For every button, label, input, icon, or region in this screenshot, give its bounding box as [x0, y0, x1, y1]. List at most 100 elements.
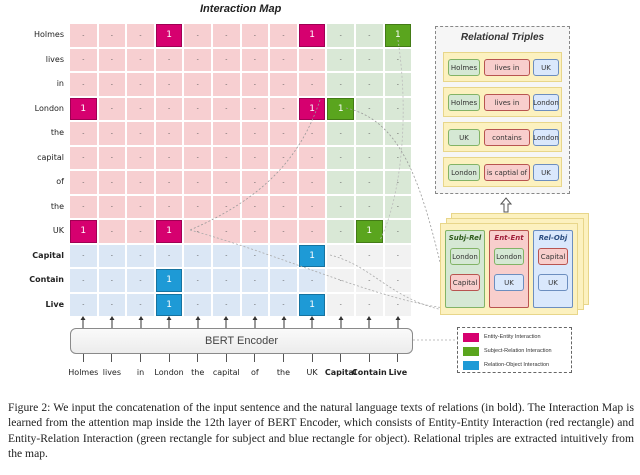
token-tick — [140, 354, 141, 362]
input-token: Capital — [324, 368, 357, 377]
input-token: London — [154, 368, 184, 377]
map-cell: - — [270, 269, 297, 292]
map-cell: - — [155, 171, 183, 194]
map-cell: - — [98, 48, 126, 71]
map-cell: - — [213, 269, 240, 292]
map-cell: - — [327, 269, 354, 292]
map-cell: - — [213, 293, 240, 316]
token-tick — [254, 354, 256, 362]
map-cell: - — [241, 171, 269, 194]
row-label: Contain — [29, 275, 64, 285]
map-cell: - — [184, 244, 211, 267]
map-cell: - — [270, 97, 297, 120]
map-cell: - — [356, 171, 383, 194]
map-cell: - — [70, 146, 97, 169]
map-cell: - — [384, 97, 412, 120]
active-cell-subject-relation: 1 — [356, 220, 383, 243]
map-cell: - — [213, 73, 240, 96]
map-cell: - — [356, 195, 383, 218]
active-cell-entity-entity: 1 — [70, 97, 97, 120]
pairs-item: London — [494, 248, 524, 265]
token-tick — [111, 354, 113, 362]
map-cell: - — [70, 244, 97, 267]
active-cell-entity-entity: 1 — [155, 220, 183, 243]
map-cell: - — [270, 244, 297, 267]
arrow-up-icon — [500, 197, 512, 213]
map-cell: - — [213, 48, 240, 71]
triple-row: Holmes lives in London — [443, 87, 562, 117]
active-cell-subject-relation: 1 — [327, 97, 354, 120]
map-cell: - — [213, 146, 240, 169]
row-label: UK — [52, 226, 64, 236]
active-cell-entity-entity: 1 — [298, 24, 326, 47]
row-label: the — [50, 128, 64, 138]
map-cell: - — [98, 146, 126, 169]
active-cell-relation-object: 1 — [155, 269, 183, 292]
active-cell-relation-object: 1 — [155, 293, 183, 316]
map-cell: - — [270, 24, 297, 47]
pairs-item: London — [450, 248, 480, 265]
token-tick — [168, 354, 170, 362]
input-token: the — [276, 368, 291, 377]
map-cell: - — [356, 122, 383, 145]
map-cell: - — [98, 244, 126, 267]
legend-label: Relation-Object Interaction — [484, 362, 550, 368]
pairs-column: Ent-Ent London UK — [489, 230, 529, 308]
map-cell: - — [98, 24, 126, 47]
map-cell: - — [155, 73, 183, 96]
map-cell: - — [356, 24, 383, 47]
legend-swatch — [463, 360, 479, 370]
map-cell: - — [270, 195, 297, 218]
map-cell: - — [213, 24, 240, 47]
triple-relation: lives in — [484, 59, 530, 76]
active-cell-relation-object: 1 — [298, 293, 326, 316]
row-label: capital — [37, 152, 64, 162]
map-cell: - — [184, 97, 211, 120]
map-cell: - — [155, 146, 183, 169]
legend-swatch — [463, 346, 479, 356]
map-cell: - — [241, 146, 269, 169]
legend-item: Entity-Entity Interaction — [463, 331, 541, 343]
map-cell: - — [98, 269, 126, 292]
map-cell: - — [127, 220, 154, 243]
map-cell: - — [213, 195, 240, 218]
triple-subject: Holmes — [448, 59, 480, 76]
map-cell: - — [98, 73, 126, 96]
row-label: of — [56, 177, 64, 187]
pairs-column-header: Ent-Ent — [494, 234, 524, 242]
map-cell: - — [241, 48, 269, 71]
map-cell: - — [184, 220, 211, 243]
map-cell: - — [155, 195, 183, 218]
token-tick — [283, 354, 284, 362]
map-cell: - — [270, 146, 297, 169]
map-cell: - — [213, 122, 240, 145]
map-cell: - — [184, 24, 211, 47]
map-cell: - — [70, 24, 97, 47]
triple-object: London — [533, 129, 559, 146]
relational-triples-title: Relational Triples — [460, 32, 545, 43]
up-arrow-icon — [223, 316, 229, 328]
map-cell: - — [184, 122, 211, 145]
map-cell: - — [70, 73, 97, 96]
pairs-column: Subj-Rel London Capital — [445, 230, 485, 308]
up-arrow-icon — [395, 316, 401, 328]
map-cell: - — [184, 293, 211, 316]
token-tick — [368, 354, 370, 362]
triple-object: UK — [533, 164, 559, 181]
legend: Entity-Entity Interaction Subject-Relatio… — [457, 327, 572, 373]
row-label: Live — [45, 299, 64, 309]
row-label: the — [50, 201, 64, 211]
map-cell: - — [298, 195, 326, 218]
map-cell: - — [127, 122, 154, 145]
input-token: lives — [102, 368, 122, 377]
map-cell: - — [270, 73, 297, 96]
up-arrow-icon — [281, 316, 286, 328]
up-arrow-icon — [109, 316, 115, 328]
input-token: Contain — [351, 368, 387, 377]
triple-row: London is captial of UK — [443, 157, 562, 187]
row-label: London — [34, 103, 64, 113]
map-cell: - — [70, 293, 97, 316]
legend-label: Subject-Relation Interaction — [484, 348, 552, 354]
map-cell: - — [384, 220, 412, 243]
input-token: capital — [212, 368, 240, 377]
